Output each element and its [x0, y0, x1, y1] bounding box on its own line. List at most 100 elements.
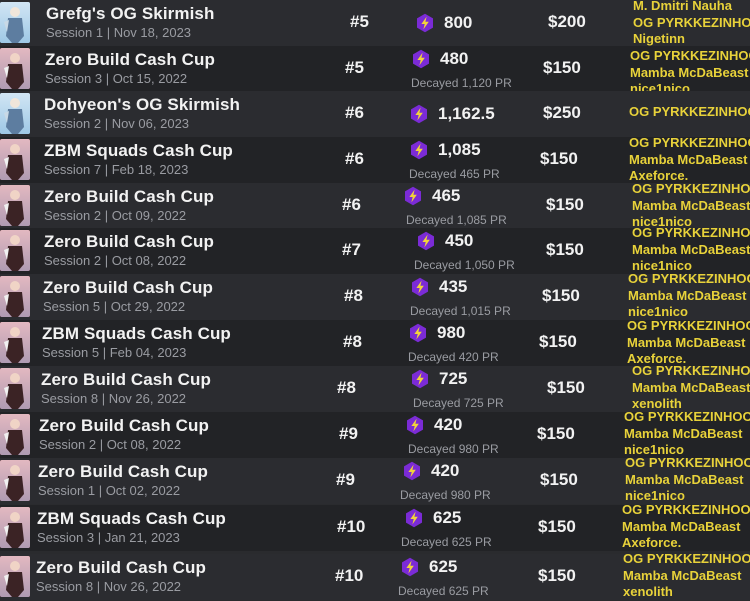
player-name[interactable]: nice1nico — [632, 214, 692, 229]
player-name[interactable]: Mamba McDaBeast — [625, 471, 744, 487]
player-name[interactable]: xenolith — [623, 584, 673, 599]
lightning-bolt-icon — [400, 557, 420, 577]
session-date: Session 1 | Nov 18, 2023 — [46, 25, 192, 40]
event-thumbnail — [0, 48, 30, 89]
event-title[interactable]: Zero Build Cash Cup — [44, 187, 215, 206]
session-date: Session 2 | Oct 09, 2022 — [44, 208, 187, 223]
player-name[interactable]: Mamba McDaBeast — [624, 425, 743, 441]
event-title[interactable]: Zero Build Cash Cup — [39, 416, 210, 435]
result-row[interactable]: Zero Build Cash Cup Session 8 | Nov 26, 2… — [0, 366, 750, 412]
player-name[interactable]: Mamba McDaBeast — [628, 287, 747, 303]
event-title[interactable]: Zero Build Cash Cup — [41, 370, 212, 389]
result-row[interactable]: Zero Build Cash Cup Session 1 | Oct 02, 2… — [0, 458, 750, 504]
event-title[interactable]: Zero Build Cash Cup — [38, 462, 209, 481]
result-row[interactable]: Zero Build Cash Cup Session 2 | Oct 09, 2… — [0, 183, 750, 229]
lightning-bolt-icon — [411, 49, 431, 69]
player-name[interactable]: Mamba McDaBeast — [622, 518, 741, 534]
player-name[interactable]: OG PYRKKEZINHOO — [625, 458, 750, 470]
event-title[interactable]: ZBM Squads Cash Cup — [44, 141, 233, 160]
player-name[interactable]: Mamba McDaBeast — [627, 334, 746, 350]
placement-rank: #8 — [343, 332, 362, 351]
placement-rank: #7 — [342, 240, 361, 259]
player-name[interactable]: Mamba McDaBeast — [629, 151, 748, 167]
pr-value: 1,085 — [438, 140, 481, 159]
player-name[interactable]: Mamba McDaBeast — [632, 241, 750, 257]
result-row[interactable]: Zero Build Cash Cup Session 5 | Oct 29, 2… — [0, 274, 750, 320]
player-name[interactable]: Mamba McDaBeast — [623, 567, 742, 583]
player-name[interactable]: Nigetinn — [633, 31, 685, 46]
player-name[interactable]: Mamba McDaBeast — [632, 197, 750, 213]
pr-value: 625 — [433, 508, 462, 527]
prize-amount: $150 — [540, 149, 578, 168]
team-players: OG PYRKKEZINHOO Mamba McDaBeast nice1nico — [625, 458, 750, 504]
player-name[interactable]: M. Dmitri Nauha — [633, 0, 732, 13]
player-name[interactable]: OG PYRKKEZINHOO — [627, 320, 750, 333]
team-players: OG PYRKKEZINHOO Mamba McDaBeast xenolith — [632, 366, 750, 412]
prize-amount: $150 — [542, 286, 580, 305]
result-row[interactable]: Zero Build Cash Cup Session 3 | Oct 15, 2… — [0, 46, 750, 92]
team-players: OG PYRKKEZINHOO Mamba McDaBeast nice1nico — [624, 412, 750, 458]
player-name[interactable]: nice1nico — [625, 488, 685, 503]
event-thumbnail — [0, 414, 30, 455]
player-name[interactable]: Mamba McDaBeast — [630, 64, 749, 80]
decayed-pr: Decayed 625 PR — [398, 584, 489, 598]
placement-rank: #6 — [345, 149, 364, 168]
session-date: Session 2 | Oct 08, 2022 — [44, 253, 187, 268]
player-name[interactable]: Mamba McDaBeast — [632, 379, 750, 395]
pr-value: 480 — [440, 49, 469, 68]
lightning-bolt-icon — [402, 461, 422, 481]
player-name[interactable]: OG PYRKKEZINHOO — [629, 137, 750, 150]
player-name[interactable]: OG PYRKKEZINHOO — [633, 14, 750, 30]
player-name[interactable]: OG PYRKKEZINHOO — [628, 274, 750, 286]
result-row[interactable]: ZBM Squads Cash Cup Session 5 | Feb 04, 2… — [0, 320, 750, 366]
placement-rank: #10 — [335, 566, 364, 585]
player-name[interactable]: nice1nico — [632, 258, 692, 273]
player-name[interactable]: xenolith — [632, 396, 682, 411]
pr-value: 800 — [444, 13, 473, 32]
player-name[interactable]: nice1nico — [628, 304, 688, 319]
decayed-pr: Decayed 980 PR — [400, 488, 491, 502]
event-title[interactable]: Dohyeon's OG Skirmish — [44, 95, 241, 114]
prize-amount: $200 — [548, 12, 586, 31]
result-row[interactable]: ZBM Squads Cash Cup Session 7 | Feb 18, 2… — [0, 137, 750, 183]
team-players: OG PYRKKEZINHOO — [629, 104, 750, 121]
player-name[interactable]: OG PYRKKEZINHOO — [629, 104, 750, 119]
prize-amount: $250 — [543, 103, 581, 122]
player-name[interactable]: Axeforce. — [629, 168, 689, 183]
player-name[interactable]: OG PYRKKEZINHOO — [632, 366, 750, 378]
prize-amount: $150 — [538, 566, 576, 585]
result-row[interactable]: Zero Build Cash Cup Session 8 | Nov 26, 2… — [0, 554, 750, 600]
player-name[interactable]: OG PYRKKEZINHOO — [624, 412, 750, 424]
event-title[interactable]: Zero Build Cash Cup — [45, 50, 216, 69]
result-row[interactable]: Grefg's OG Skirmish Session 1 | Nov 18, 2… — [0, 0, 750, 46]
player-name[interactable]: OG PYRKKEZINHOO — [623, 554, 750, 566]
player-name[interactable]: OG PYRKKEZINHOO — [632, 183, 750, 196]
player-name[interactable]: OG PYRKKEZINHOO — [630, 48, 750, 63]
event-title[interactable]: ZBM Squads Cash Cup — [42, 324, 231, 343]
event-title[interactable]: Zero Build Cash Cup — [43, 278, 214, 297]
player-name[interactable]: nice1nico — [630, 81, 690, 92]
result-row[interactable]: Zero Build Cash Cup Session 2 | Oct 08, 2… — [0, 412, 750, 458]
decayed-pr: Decayed 420 PR — [408, 350, 499, 364]
result-row[interactable]: Dohyeon's OG Skirmish Session 2 | Nov 06,… — [0, 91, 750, 137]
lightning-bolt-icon — [403, 186, 423, 206]
player-name[interactable]: OG PYRKKEZINHOO — [622, 505, 750, 517]
player-name[interactable]: OG PYRKKEZINHOO — [632, 228, 750, 240]
event-title[interactable]: ZBM Squads Cash Cup — [37, 509, 226, 528]
event-title[interactable]: Grefg's OG Skirmish — [46, 4, 215, 23]
player-name[interactable]: Axeforce. — [622, 535, 682, 550]
session-date: Session 5 | Feb 04, 2023 — [42, 345, 187, 360]
pr-value: 420 — [434, 415, 463, 434]
player-name[interactable]: nice1nico — [624, 442, 684, 457]
event-thumbnail — [0, 185, 30, 226]
event-title[interactable]: Zero Build Cash Cup — [36, 558, 207, 577]
session-date: Session 1 | Oct 02, 2022 — [38, 483, 181, 498]
decayed-pr: Decayed 625 PR — [401, 535, 492, 549]
result-row[interactable]: Zero Build Cash Cup Session 2 | Oct 08, 2… — [0, 228, 750, 274]
player-name[interactable]: Axeforce. — [627, 351, 687, 366]
event-title[interactable]: Zero Build Cash Cup — [44, 232, 215, 251]
result-row[interactable]: ZBM Squads Cash Cup Session 3 | Jan 21, 2… — [0, 505, 750, 551]
lightning-bolt-icon — [409, 104, 429, 124]
pr-value: 1,162.5 — [438, 104, 495, 123]
decayed-pr: Decayed 1,015 PR — [410, 304, 511, 318]
